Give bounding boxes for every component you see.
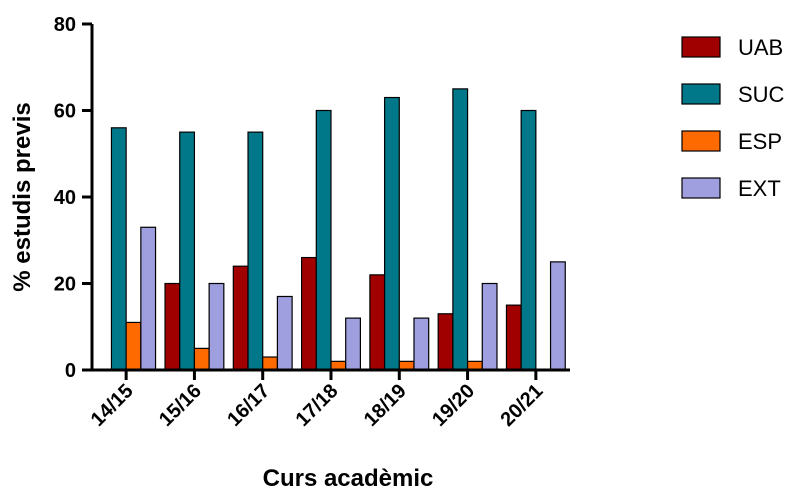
y-tick-label: 40 [54,187,76,209]
legend-swatch-suc [681,83,721,105]
x-tick-label: 17/18 [292,380,343,431]
y-tick-label: 60 [54,101,76,123]
x-tick-label: 14/15 [87,380,138,431]
bar-ext [140,226,157,371]
bar-suc [520,109,537,371]
y-tick-label: 80 [54,14,76,36]
bar-suc [247,131,264,371]
bar-esp [125,321,142,371]
legend: UAB SUC ESP EXT [681,35,785,201]
bar-uab [369,274,386,371]
x-tick-label: 15/16 [155,380,206,431]
bar-ext [276,295,293,371]
bar-ext [549,261,566,371]
bar-ext [481,282,498,371]
x-tick-label: 16/17 [223,380,274,431]
bar-suc [452,88,469,371]
legend-label-esp: ESP [738,129,782,154]
x-ticks-group: 14/15 15/16 16/17 17/18 18/19 19/20 20/21 [87,370,547,431]
bar-uab [437,313,454,371]
bar-suc [110,127,127,371]
x-tick-label: 19/20 [428,380,479,431]
bar-esp [193,347,210,371]
bar-suc [179,131,196,371]
legend-label-suc: SUC [738,82,785,107]
legend-swatch-esp [681,130,721,152]
bar-suc [383,96,400,371]
bar-uab [232,265,249,371]
bar-esp [262,356,279,371]
bar-uab [505,304,522,371]
x-tick-label: 20/21 [496,380,547,431]
legend-swatch-uab [681,36,721,58]
y-ticks-group: 0 20 40 60 80 [54,14,92,382]
bar-uab [301,256,317,371]
bar-ext [345,317,362,371]
y-axis-title: % estudis previs [9,102,36,291]
legend-label-uab: UAB [738,35,783,60]
legend-swatch-ext [681,177,721,199]
x-tick-label: 18/19 [360,380,411,431]
bars-group [110,88,566,371]
y-tick-label: 0 [65,360,76,382]
legend-label-ext: EXT [738,176,781,201]
y-tick-label: 20 [54,274,76,296]
bar-uab [164,282,181,371]
bar-suc [315,109,332,371]
bar-ext [413,317,430,371]
bar-ext [208,282,225,371]
x-axis-title: Curs acadèmic [263,465,434,492]
